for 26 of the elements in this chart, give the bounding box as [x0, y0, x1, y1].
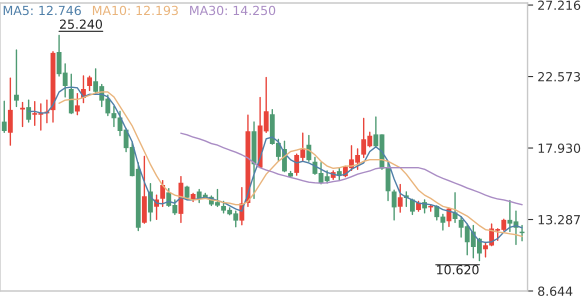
text: MA10: 12.193	[92, 6, 178, 16]
y-tick-label: 13.287	[538, 214, 580, 224]
candlestick	[74, 92, 80, 116]
candlestick	[87, 76, 92, 92]
candlestick	[8, 77, 13, 146]
text: MA5: 12.746	[4, 6, 81, 16]
candlestick	[392, 190, 397, 221]
candlestick	[520, 224, 524, 242]
y-tick-label: 22.573	[538, 72, 580, 82]
text: MA30: 14.250	[190, 6, 276, 16]
candlestick	[148, 183, 153, 222]
line-series	[180, 132, 523, 206]
y-tick-label: 17.930	[538, 144, 580, 153]
candlestick	[20, 102, 25, 128]
candlestick	[160, 180, 166, 208]
candlestick	[398, 184, 403, 213]
y-tick-label: 8.644	[538, 286, 572, 296]
candlestick	[306, 134, 312, 162]
candlestick	[410, 198, 415, 216]
candlestick	[26, 99, 32, 123]
y-tick-label: 27.216	[538, 0, 580, 10]
candlestick	[14, 49, 19, 108]
annotation: 10.620	[437, 264, 479, 274]
candlestick	[2, 100, 7, 134]
candlestick	[416, 200, 421, 212]
annotation: 25.240	[60, 19, 102, 29]
